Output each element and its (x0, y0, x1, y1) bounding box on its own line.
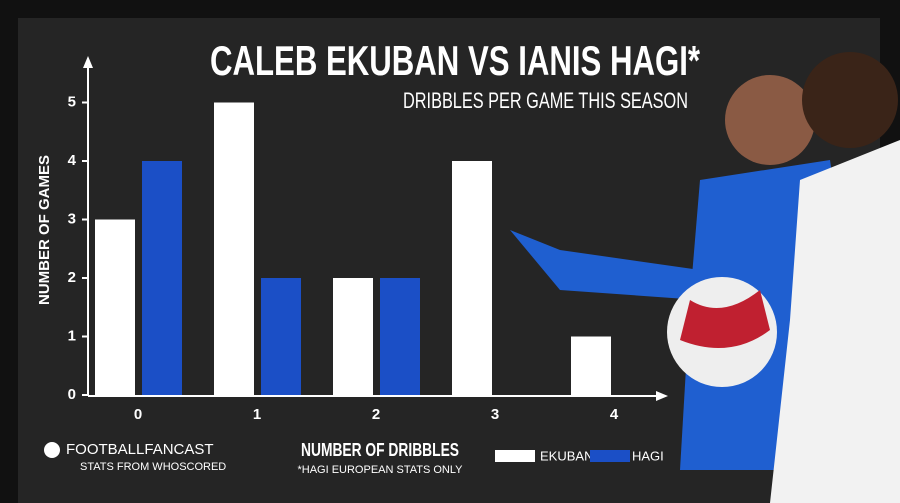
source: STATS FROM WHOSCORED (80, 461, 226, 473)
legend-label: HAGI (632, 448, 664, 463)
chart-title: CALEB EKUBAN VS IANIS HAGI* (210, 37, 700, 84)
brand: FOOTBALLFANCAST (66, 441, 214, 458)
bar (95, 219, 135, 395)
y-tick-label: 1 (68, 327, 76, 344)
bar (380, 278, 420, 395)
y-tick-label: 2 (68, 269, 76, 286)
players-image (510, 52, 900, 503)
bar (333, 278, 373, 395)
y-tick-label: 0 (68, 386, 76, 403)
legend-label: EKUBAN (540, 448, 593, 463)
x-tick-label: 2 (372, 406, 380, 423)
y-tick-label: 5 (68, 93, 76, 110)
x-tick-label: 1 (253, 406, 261, 423)
x-axis-label: NUMBER OF DRIBBLES (301, 440, 459, 460)
x-tick-label: 3 (491, 406, 499, 423)
x-axis-arrow (656, 391, 668, 401)
bar (142, 161, 182, 395)
bar (214, 102, 254, 395)
bar (571, 336, 611, 395)
y-axis-arrow (83, 56, 93, 68)
bar (452, 161, 492, 395)
bar (261, 278, 301, 395)
note: *HAGI EUROPEAN STATS ONLY (297, 464, 463, 476)
brand-logo (44, 442, 60, 458)
y-axis-label: NUMBER OF GAMES (36, 155, 53, 305)
y-tick-label: 4 (68, 152, 77, 169)
x-tick-label: 0 (134, 406, 142, 423)
legend-swatch (590, 450, 630, 462)
x-tick-label: 4 (610, 406, 619, 423)
chart-subtitle: DRIBBLES PER GAME THIS SEASON (403, 88, 688, 113)
legend-swatch (495, 450, 535, 462)
y-tick-label: 3 (68, 210, 76, 227)
